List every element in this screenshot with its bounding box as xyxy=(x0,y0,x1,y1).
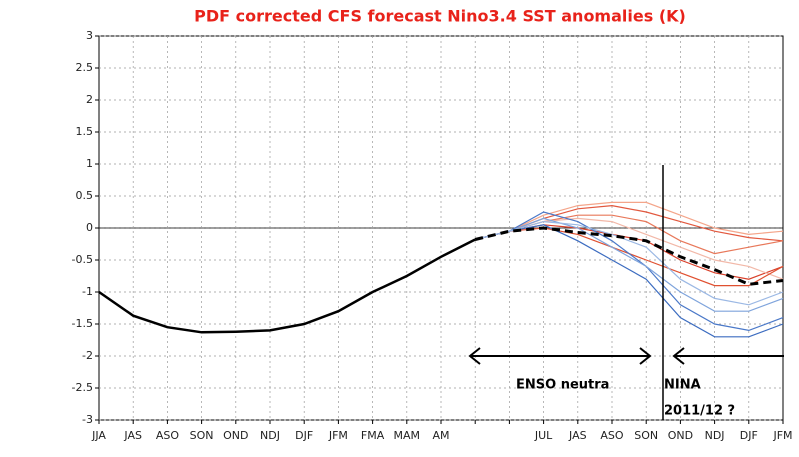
label-cover xyxy=(463,424,519,457)
x-tick-label: ASO xyxy=(600,429,624,442)
series-line xyxy=(475,201,784,241)
annotation: NINA xyxy=(664,378,701,393)
y-tick-label: 1.5 xyxy=(76,125,94,138)
series-line xyxy=(98,238,476,334)
x-tick-label: AM xyxy=(432,429,449,442)
x-tick-label: FMA xyxy=(361,429,385,442)
y-tick-label: -2 xyxy=(82,349,93,362)
y-tick-label: 0 xyxy=(86,221,93,234)
series-line xyxy=(475,224,784,338)
x-tick-label: JFM xyxy=(772,429,792,442)
arrow-head xyxy=(468,347,481,365)
x-tick-label: JUL xyxy=(534,429,553,442)
y-tick-label: 3 xyxy=(86,29,93,42)
y-tick-label: -1 xyxy=(82,285,93,298)
y-tick-label: -2.5 xyxy=(72,381,93,394)
y-tick-label: 2 xyxy=(86,93,93,106)
series-line xyxy=(474,226,784,286)
series-line xyxy=(475,211,784,332)
y-tick-label: -3 xyxy=(82,413,93,426)
chart-title: PDF corrected CFS forecast Nino3.4 SST a… xyxy=(194,7,686,26)
x-tick-label: OND xyxy=(223,429,248,442)
arrow-head xyxy=(672,347,685,365)
y-tick-label: 2.5 xyxy=(76,61,94,74)
arrow-head xyxy=(639,347,652,365)
series-line xyxy=(475,220,784,306)
x-tick-label: JFM xyxy=(328,429,348,442)
x-tick-label: SON xyxy=(634,429,658,442)
x-tick-label: JJA xyxy=(91,429,106,442)
x-tick-label: SON xyxy=(190,429,214,442)
y-tick-label: 1 xyxy=(86,157,93,170)
x-tick-label: OND xyxy=(668,429,693,442)
annotation: ENSO neutra xyxy=(516,378,609,393)
x-tick-label: JAS xyxy=(568,429,587,442)
x-tick-label: NDJ xyxy=(260,429,280,442)
y-tick-label: -0.5 xyxy=(72,253,93,266)
x-tick-label: DJF xyxy=(740,429,758,442)
x-tick-label: MAM xyxy=(394,429,421,442)
series-line xyxy=(475,217,784,312)
y-tick-label: 0.5 xyxy=(76,189,94,202)
y-tick-label: -1.5 xyxy=(72,317,93,330)
annotation: 2011/12 ? xyxy=(664,404,735,419)
x-tick-label: DJF xyxy=(295,429,313,442)
x-tick-label: NDJ xyxy=(705,429,725,442)
x-tick-label: ASO xyxy=(156,429,180,442)
x-tick-label: JAS xyxy=(123,429,142,442)
